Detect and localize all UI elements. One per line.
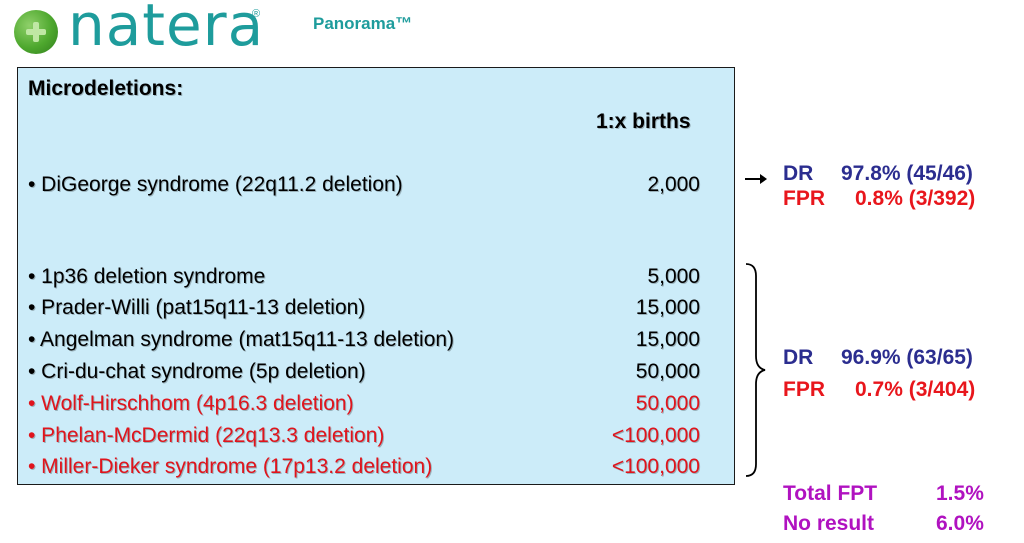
row-value: 50,000	[635, 392, 700, 415]
row-label: • Prader-Willi (pat15q11-13 deletion)	[28, 296, 366, 319]
row-label: • Miller-Dieker syndrome (17p13.2 deleti…	[28, 455, 433, 478]
row-value: <100,000	[611, 424, 700, 447]
plus-logo-icon	[14, 10, 58, 54]
row-label: • Angelman syndrome (mat15q11-13 deletio…	[28, 328, 455, 351]
fpr-label: FPR	[783, 378, 825, 401]
fpr-value: 0.7% (3/404)	[855, 378, 976, 401]
natera-logo: natera ®	[14, 0, 274, 59]
row-value: 50,000	[635, 360, 700, 383]
row-value: 15,000	[635, 296, 700, 319]
product-name: Panorama™	[313, 14, 413, 33]
row-value: 5,000	[647, 265, 700, 288]
row-label: • DiGeorge syndrome (22q11.2 deletion)	[28, 173, 403, 196]
column-header: 1:x births	[596, 110, 691, 133]
row-label: • Cri-du-chat syndrome (5p deletion)	[28, 360, 366, 383]
brand-name: natera	[68, 0, 265, 59]
dr-label: DR	[783, 162, 814, 185]
row-label: • 1p36 deletion syndrome	[28, 265, 266, 288]
dr-label: DR	[783, 346, 814, 369]
microdeletions-panel: Microdeletions: 1:x births • DiGeorge sy…	[17, 67, 735, 485]
no-result-value: 6.0%	[936, 512, 984, 535]
panel-heading: Microdeletions:	[28, 77, 184, 100]
fpr-value: 0.8% (3/392)	[855, 187, 976, 210]
right-arrow-icon	[745, 174, 767, 184]
brand-registered-mark: ®	[252, 8, 261, 20]
row-value: 2,000	[647, 173, 700, 196]
dr-value: 97.8% (45/46)	[841, 162, 973, 185]
total-fpt-label: Total FPT	[783, 482, 878, 505]
total-fpt-value: 1.5%	[936, 482, 984, 505]
row-label: • Phelan-McDermid (22q13.3 deletion)	[28, 424, 385, 447]
fpr-label: FPR	[783, 187, 825, 210]
row-label: • Wolf-Hirschhom (4p16.3 deletion)	[28, 392, 354, 415]
row-value: 15,000	[635, 328, 700, 351]
row-value: <100,000	[611, 455, 700, 478]
right-brace-icon	[745, 263, 766, 477]
dr-value: 96.9% (63/65)	[841, 346, 973, 369]
no-result-label: No result	[783, 512, 875, 535]
